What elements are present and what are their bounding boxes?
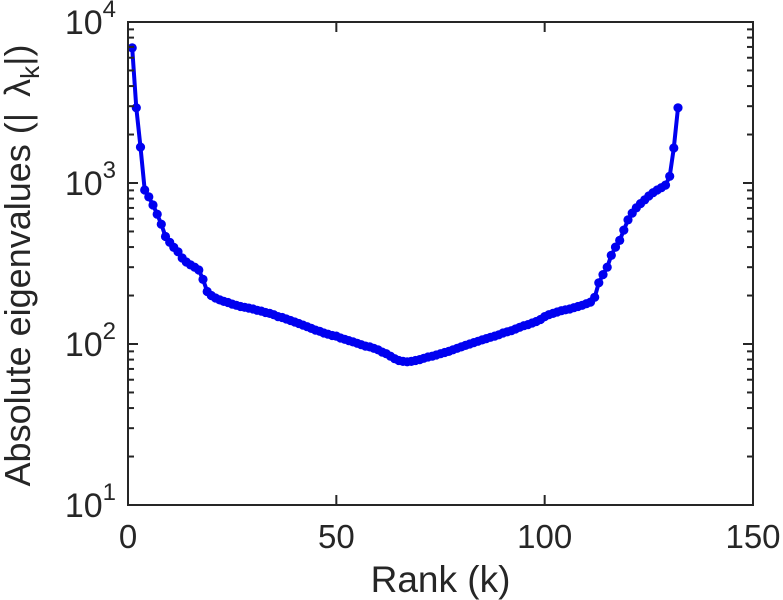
data-point-marker	[131, 103, 141, 113]
data-line	[130, 45, 680, 364]
data-point-marker	[590, 292, 600, 302]
x-tick-label: 100	[517, 518, 572, 555]
data-point-marker	[619, 225, 629, 235]
x-tick-label: 50	[318, 518, 355, 555]
data-point-marker	[194, 265, 204, 275]
data-point-marker	[140, 185, 150, 195]
data-markers	[127, 43, 683, 367]
data-point-marker	[673, 103, 683, 113]
data-point-marker	[623, 215, 633, 225]
data-point-marker	[606, 250, 616, 260]
data-point-marker	[669, 143, 679, 153]
data-point-marker	[615, 235, 625, 245]
x-axis-label: Rank (k)	[371, 559, 511, 600]
data-point-marker	[660, 180, 671, 190]
x-tick-label: 0	[119, 518, 137, 555]
data-point-marker	[148, 200, 158, 210]
data-point-marker	[144, 192, 154, 202]
data-point-marker	[598, 270, 608, 280]
y-tick-label: 101	[65, 479, 116, 525]
data-point-marker	[152, 209, 162, 219]
data-point-marker	[135, 142, 146, 152]
data-point-marker	[198, 274, 208, 284]
data-point-marker	[602, 262, 612, 272]
data-point-marker	[665, 171, 675, 181]
y-tick-label: 103	[65, 157, 116, 203]
y-tick-label: 104	[65, 0, 116, 42]
data-point-marker	[594, 278, 604, 288]
data-point-marker	[610, 242, 621, 252]
y-axis-label: Absolute eigenvalues (|λk|)	[0, 45, 45, 487]
x-tick-label: 150	[725, 518, 780, 555]
axes-box	[127, 21, 754, 506]
y-tick-label: 102	[65, 318, 116, 364]
data-point-marker	[156, 219, 166, 229]
